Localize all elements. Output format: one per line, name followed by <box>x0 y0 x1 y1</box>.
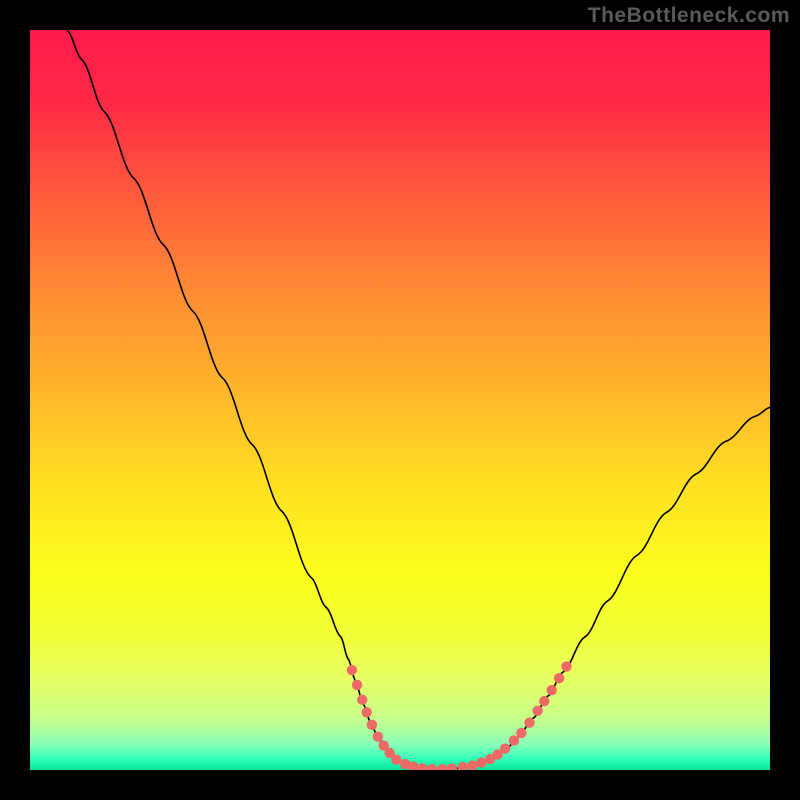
highlight-dots <box>30 30 770 770</box>
plot-area <box>30 30 770 770</box>
watermark-text: TheBottleneck.com <box>588 4 790 28</box>
chart-frame: TheBottleneck.com <box>0 0 800 800</box>
